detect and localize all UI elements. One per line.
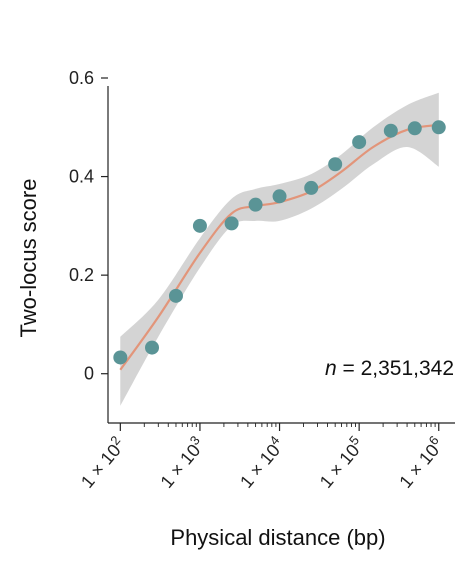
x-axis-title: Physical distance (bp) bbox=[170, 525, 385, 550]
data-point bbox=[145, 340, 160, 355]
y-tick-label: 0 bbox=[84, 364, 94, 384]
x-tick-label: 1 × 106 bbox=[393, 433, 448, 492]
sample-size-annotation: n = 2,351,342 bbox=[325, 357, 454, 380]
data-point bbox=[407, 121, 422, 136]
confidence-band-layer bbox=[120, 92, 439, 406]
data-point bbox=[328, 157, 343, 172]
y-axis-title: Two-locus score bbox=[16, 179, 41, 338]
data-point bbox=[383, 123, 398, 138]
data-point bbox=[168, 288, 183, 303]
data-point bbox=[431, 120, 446, 135]
x-tick-label: 1 × 102 bbox=[75, 433, 130, 492]
y-tick-label: 0.4 bbox=[69, 167, 94, 187]
x-tick-label: 1 × 103 bbox=[154, 433, 209, 492]
confidence-band bbox=[120, 92, 439, 406]
data-point bbox=[352, 135, 367, 150]
x-tick-label: 1 × 105 bbox=[313, 433, 368, 492]
data-point bbox=[192, 218, 207, 233]
y-tick-label: 0.2 bbox=[69, 265, 94, 285]
sample-size-value: = 2,351,342 bbox=[337, 357, 454, 380]
data-point bbox=[113, 350, 128, 365]
fit-line bbox=[119, 123, 439, 371]
data-point bbox=[272, 189, 287, 204]
data-point bbox=[304, 180, 319, 195]
data-point bbox=[248, 197, 263, 212]
data-point bbox=[224, 216, 239, 231]
fit-line-layer bbox=[119, 123, 439, 371]
sample-size-symbol: n bbox=[325, 357, 337, 380]
x-tick-label: 1 × 104 bbox=[234, 433, 289, 492]
y-tick-label: 0.6 bbox=[69, 68, 94, 88]
data-points-layer bbox=[113, 120, 446, 365]
